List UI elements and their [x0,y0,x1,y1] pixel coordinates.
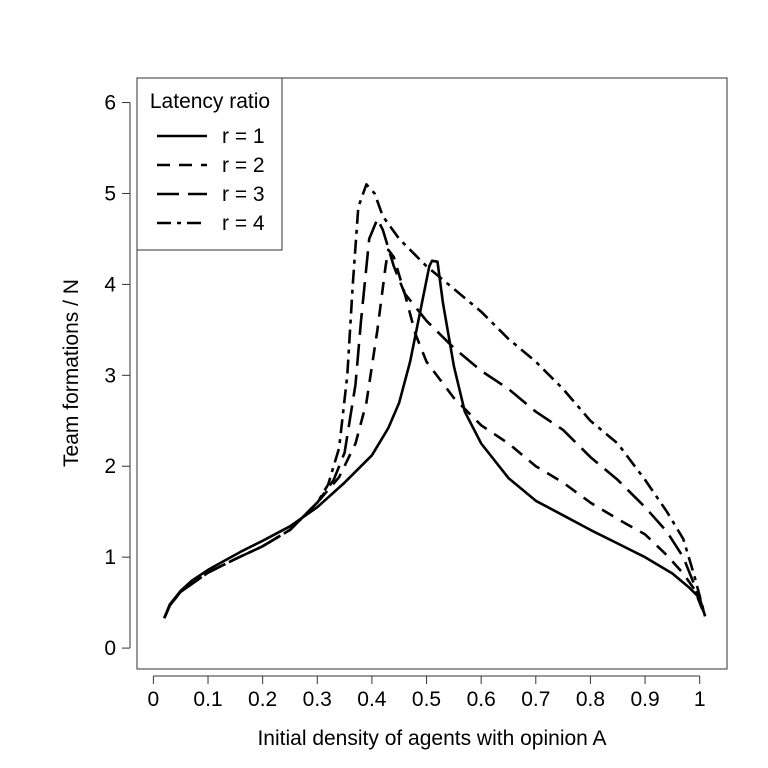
series-layer [163,183,707,619]
x-tick-label: 0 [148,688,160,711]
y-tick-label: 3 [104,364,116,387]
x-tick-label: 1 [694,688,706,711]
legend-title: Latency ratio [150,90,270,113]
x-tick-label: 0.4 [357,688,387,711]
x-tick-label: 0.7 [521,688,550,711]
series-line-2 [163,248,707,619]
x-tick-label: 0.5 [412,688,441,711]
legend: Latency ratio r = 1 r = 2 r = 3 r = 4 [136,77,283,251]
legend-label: r = 1 [222,125,265,148]
x-axis: 0 0.1 0.2 0.3 0.4 0.5 0.6 0.7 0.8 0.9 1 [148,675,706,711]
series-line-1 [163,259,707,619]
series-line-3 [163,217,707,619]
y-tick-label: 6 [104,92,116,115]
y-tick-label: 2 [104,455,116,478]
y-tick-label: 4 [104,273,116,296]
series-line-4 [163,183,707,619]
y-tick-label: 5 [104,182,116,205]
y-axis-title: Team formations / N [60,279,83,467]
x-tick-label: 0.1 [193,688,222,711]
y-axis: 0 1 2 3 4 5 6 [104,92,131,660]
x-tick-label: 0.8 [576,688,605,711]
x-tick-label: 0.2 [248,688,277,711]
x-tick-label: 0.3 [303,688,332,711]
x-tick-label: 0.9 [630,688,659,711]
x-tick-label: 0.6 [467,688,496,711]
legend-label: r = 3 [222,183,265,206]
legend-items: r = 1 r = 2 r = 3 r = 4 [157,125,265,235]
plot-frame [136,77,728,670]
x-axis-title: Initial density of agents with opinion A [257,727,606,750]
y-tick-label: 1 [104,546,116,569]
y-tick-label: 0 [104,637,116,660]
legend-label: r = 2 [222,154,265,177]
legend-label: r = 4 [222,212,265,235]
